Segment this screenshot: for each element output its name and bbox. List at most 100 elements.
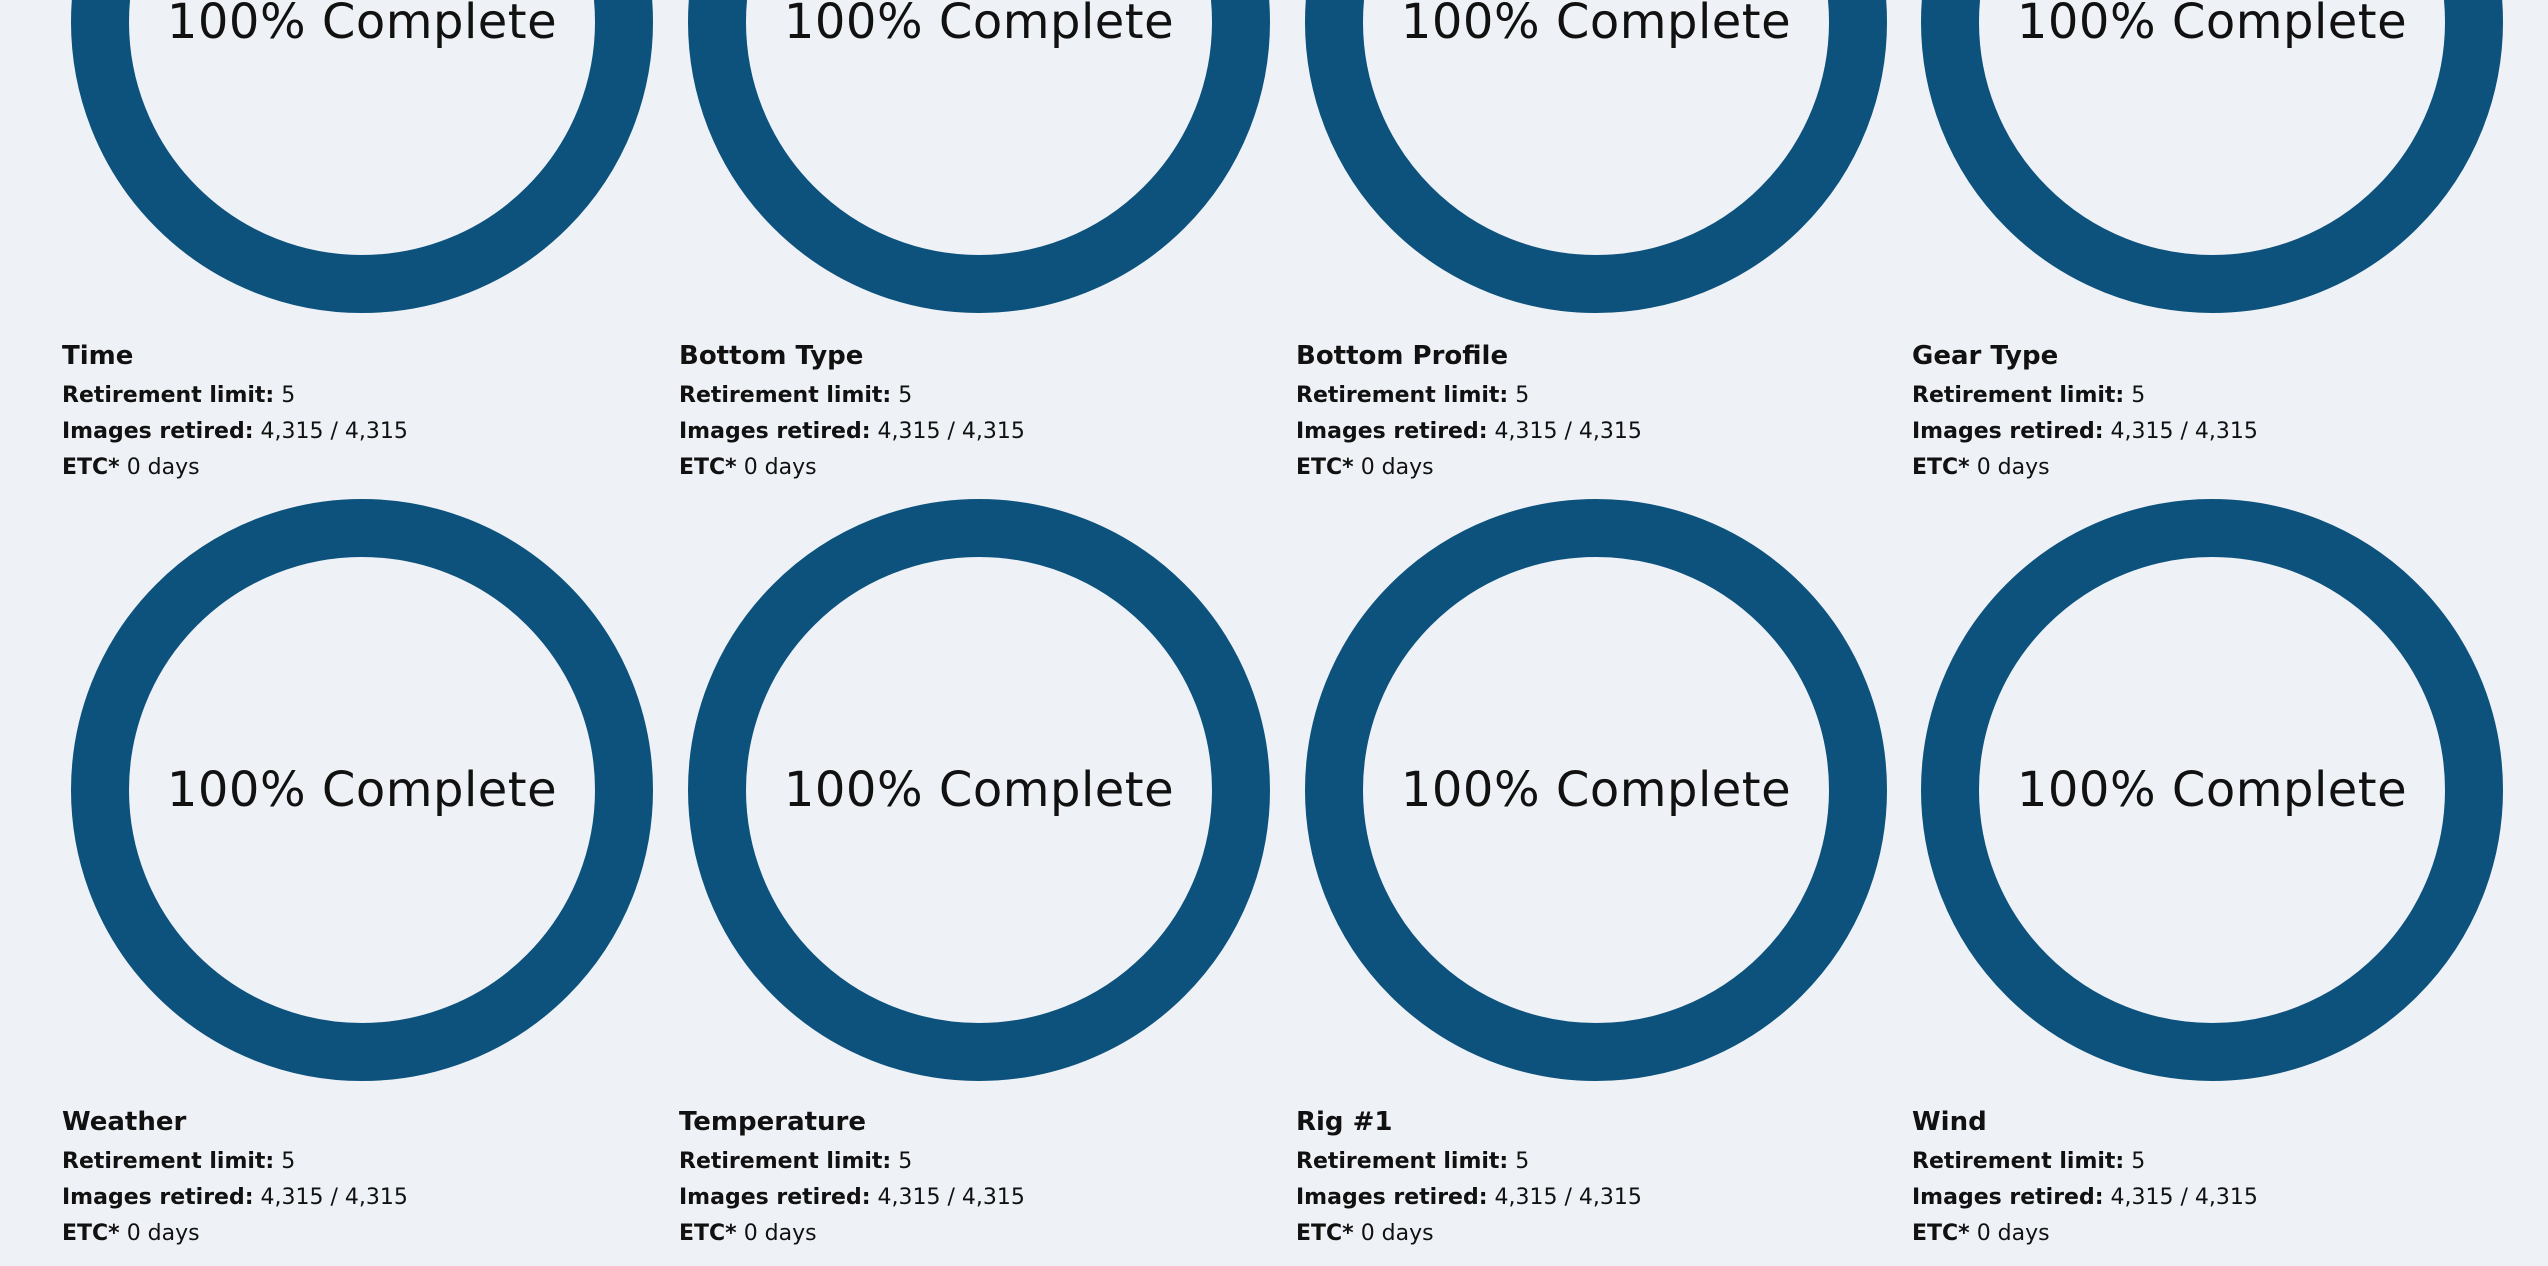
progress-ring-track [1305,0,1887,313]
etc-value: 0 days [1976,1221,2050,1246]
retirement-limit: Retirement limit: 5 [62,378,678,414]
task-title: Bottom Profile [1296,341,1509,371]
task-info: Weather Retirement limit: 5 Images retir… [62,1104,678,1252]
etc-label: ETC* [1912,1221,1970,1246]
retirement-limit: Retirement limit: 5 [1296,378,1912,414]
images-retired-value: 4,315 / 4,315 [260,419,408,444]
retirement-limit-label: Retirement limit: [679,1149,892,1174]
etc: ETC* 0 days [62,450,678,486]
progress-ring-track [688,0,1270,313]
etc-value: 0 days [126,1221,200,1246]
progress-ring-track [1305,499,1887,1081]
task-title: Weather [62,1107,187,1137]
images-retired: Images retired: 4,315 / 4,315 [1912,414,2528,450]
images-retired-value: 4,315 / 4,315 [877,1185,1025,1210]
task-info: Wind Retirement limit: 5 Images retired:… [1912,1104,2528,1252]
images-retired: Images retired: 4,315 / 4,315 [62,1180,678,1216]
progress-ring: 100% Complete [70,0,654,314]
etc-value: 0 days [743,455,817,480]
images-retired-label: Images retired: [679,1185,871,1210]
images-retired-value: 4,315 / 4,315 [2110,419,2258,444]
images-retired-label: Images retired: [62,419,254,444]
etc-label: ETC* [62,1221,120,1246]
progress-ring: 100% Complete [1920,498,2504,1082]
images-retired-label: Images retired: [1296,419,1488,444]
etc-label: ETC* [1912,455,1970,480]
retirement-limit-label: Retirement limit: [1296,383,1509,408]
etc-label: ETC* [62,455,120,480]
retirement-limit: Retirement limit: 5 [679,378,1295,414]
task-title: Wind [1912,1107,1987,1137]
retirement-limit: Retirement limit: 5 [1912,1144,2528,1180]
task-title: Gear Type [1912,341,2059,371]
images-retired-value: 4,315 / 4,315 [260,1185,408,1210]
images-retired: Images retired: 4,315 / 4,315 [1296,1180,1912,1216]
images-retired-value: 4,315 / 4,315 [1494,1185,1642,1210]
images-retired-label: Images retired: [1912,1185,2104,1210]
retirement-limit-value: 5 [281,1149,296,1174]
etc-value: 0 days [1360,455,1434,480]
images-retired-value: 4,315 / 4,315 [877,419,1025,444]
etc: ETC* 0 days [1296,450,1912,486]
images-retired-label: Images retired: [679,419,871,444]
progress-ring-track [1921,0,2503,313]
etc-label: ETC* [1296,1221,1354,1246]
etc-label: ETC* [679,455,737,480]
task-info: Bottom Type Retirement limit: 5 Images r… [679,338,1295,486]
progress-ring: 100% Complete [1304,498,1888,1082]
etc-label: ETC* [1296,455,1354,480]
retirement-limit-value: 5 [2131,1149,2146,1174]
retirement-limit-label: Retirement limit: [62,1149,275,1174]
progress-ring-track [71,499,653,1081]
images-retired: Images retired: 4,315 / 4,315 [679,1180,1295,1216]
retirement-limit: Retirement limit: 5 [679,1144,1295,1180]
retirement-limit-value: 5 [281,383,296,408]
retirement-limit-label: Retirement limit: [62,383,275,408]
retirement-limit: Retirement limit: 5 [1296,1144,1912,1180]
progress-ring-track [688,499,1270,1081]
progress-ring: 100% Complete [687,498,1271,1082]
images-retired: Images retired: 4,315 / 4,315 [1912,1180,2528,1216]
retirement-limit-value: 5 [898,1149,913,1174]
etc-value: 0 days [126,455,200,480]
task-info: Bottom Profile Retirement limit: 5 Image… [1296,338,1912,486]
retirement-limit: Retirement limit: 5 [62,1144,678,1180]
etc: ETC* 0 days [679,1216,1295,1252]
task-info: Rig #1 Retirement limit: 5 Images retire… [1296,1104,1912,1252]
retirement-limit-value: 5 [1515,1149,1530,1174]
images-retired-label: Images retired: [62,1185,254,1210]
images-retired: Images retired: 4,315 / 4,315 [62,414,678,450]
task-title: Time [62,341,134,371]
etc: ETC* 0 days [1912,1216,2528,1252]
task-info: Temperature Retirement limit: 5 Images r… [679,1104,1295,1252]
task-title: Rig #1 [1296,1107,1393,1137]
task-title: Temperature [679,1107,867,1137]
images-retired: Images retired: 4,315 / 4,315 [1296,414,1912,450]
progress-ring-track [71,0,653,313]
retirement-limit-label: Retirement limit: [679,383,892,408]
progress-ring: 100% Complete [70,498,654,1082]
retirement-limit: Retirement limit: 5 [1912,378,2528,414]
etc-value: 0 days [1360,1221,1434,1246]
etc: ETC* 0 days [679,450,1295,486]
images-retired: Images retired: 4,315 / 4,315 [679,414,1295,450]
images-retired-value: 4,315 / 4,315 [2110,1185,2258,1210]
retirement-limit-value: 5 [1515,383,1530,408]
progress-ring: 100% Complete [1920,0,2504,314]
images-retired-label: Images retired: [1912,419,2104,444]
etc: ETC* 0 days [62,1216,678,1252]
images-retired-label: Images retired: [1296,1185,1488,1210]
etc-label: ETC* [679,1221,737,1246]
etc-value: 0 days [1976,455,2050,480]
progress-ring-track [1921,499,2503,1081]
retirement-limit-label: Retirement limit: [1912,1149,2125,1174]
task-info: Gear Type Retirement limit: 5 Images ret… [1912,338,2528,486]
progress-ring: 100% Complete [687,0,1271,314]
task-title: Bottom Type [679,341,864,371]
task-info: Time Retirement limit: 5 Images retired:… [62,338,678,486]
retirement-limit-label: Retirement limit: [1912,383,2125,408]
retirement-limit-value: 5 [898,383,913,408]
etc: ETC* 0 days [1296,1216,1912,1252]
retirement-limit-value: 5 [2131,383,2146,408]
